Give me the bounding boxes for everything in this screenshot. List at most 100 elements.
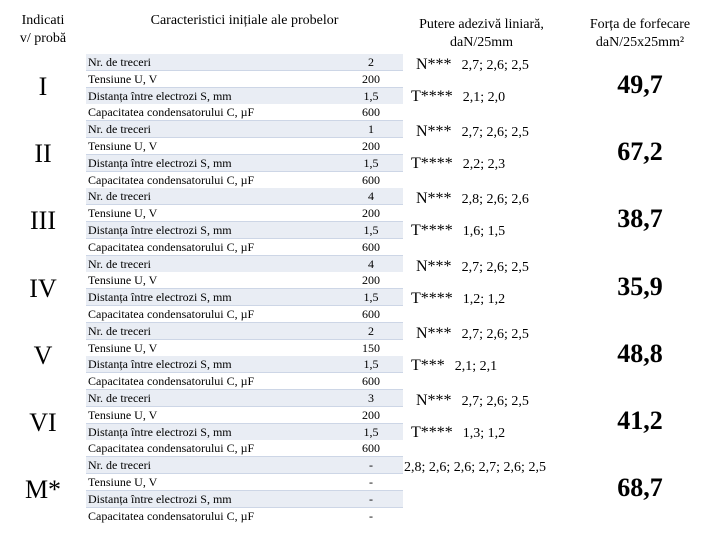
table-row: Distanța între electrozi S, mm - bbox=[86, 490, 403, 507]
parameter-label: Distanța între electrozi S, mm bbox=[88, 491, 232, 506]
parameter-value: 1,5 bbox=[363, 424, 379, 439]
sample-id: III bbox=[30, 206, 56, 236]
adhesive-values: 2,1; 2,1 bbox=[454, 358, 498, 374]
parameter-value: 200 bbox=[362, 206, 380, 221]
parameter-label: Distanța între electrozi S, mm bbox=[88, 155, 232, 170]
adhesive-values: 1,6; 1,5 bbox=[462, 224, 506, 240]
parameter-label: Capacitatea condensatorului C, µF bbox=[88, 374, 255, 389]
parameter-value: 1,5 bbox=[363, 88, 379, 103]
header-adhesive-line2: daN/25mm bbox=[450, 35, 513, 50]
table-row: Tensiune U, V 200 bbox=[86, 205, 403, 222]
parameter-label: Capacitatea condensatorului C, µF bbox=[88, 307, 255, 321]
parameter-label: Tensiune U, V bbox=[88, 475, 158, 489]
sample-id: IV bbox=[29, 273, 57, 303]
adhesive-result: T**** 1,6; 1,5 bbox=[411, 222, 505, 240]
parameter-label: Nr. de treceri bbox=[88, 55, 151, 69]
parameter-value: 600 bbox=[362, 441, 380, 456]
parameter-value: 150 bbox=[362, 340, 380, 355]
parameter-label: Tensiune U, V bbox=[88, 206, 158, 221]
table-row: Nr. de treceri 2 bbox=[86, 54, 403, 70]
adhesive-result: N*** 2,7; 2,6; 2,5 bbox=[416, 392, 529, 410]
parameter-label: Tensiune U, V bbox=[88, 407, 158, 422]
table-row: Nr. de treceri 4 bbox=[86, 255, 403, 272]
adhesive-result: T**** 1,3; 1,2 bbox=[411, 424, 505, 442]
adhesive-result: N*** 2,7; 2,6; 2,5 bbox=[416, 258, 529, 276]
table-row: Tensiune U, V 200 bbox=[86, 406, 403, 423]
shear-force-value: 41,2 bbox=[617, 406, 663, 435]
parameter-label: Distanța între electrozi S, mm bbox=[88, 88, 232, 103]
parameter-label: Distanța între electrozi S, mm bbox=[88, 357, 232, 372]
test-type: T*** bbox=[411, 356, 445, 374]
parameter-value: 2 bbox=[368, 323, 374, 338]
table-row: Nr. de treceri 1 bbox=[86, 121, 403, 138]
adhesive-values: 1,3; 1,2 bbox=[462, 426, 506, 441]
table-row: Capacitatea condensatorului C, µF - bbox=[86, 507, 403, 524]
sample-id: VI bbox=[29, 408, 57, 437]
parameter-value: 1,5 bbox=[363, 357, 379, 372]
parameter-label: Nr. de treceri bbox=[88, 256, 151, 271]
header-indicativ-line2: v/ probă bbox=[19, 31, 67, 46]
test-type: N*** bbox=[416, 190, 452, 208]
adhesive-values: 2,7; 2,6; 2,5 bbox=[461, 326, 529, 342]
parameter-label: Capacitatea condensatorului C, µF bbox=[88, 172, 255, 187]
sample-id: I bbox=[38, 72, 48, 101]
parameter-value: 600 bbox=[362, 172, 380, 187]
parameter-label: Distanța între electrozi S, mm bbox=[88, 223, 232, 237]
header-characteristics: Caracteristici inițiale ale probelor bbox=[150, 13, 339, 28]
parameter-value: 600 bbox=[362, 239, 380, 254]
header-indicativ-line1: Indicati bbox=[21, 13, 65, 28]
parameter-value: 1,5 bbox=[363, 155, 379, 170]
adhesive-result: T**** 2,2; 2,3 bbox=[411, 155, 505, 173]
sample-id: M* bbox=[24, 475, 62, 505]
parameter-value: - bbox=[369, 458, 373, 473]
table-row: Tensiune U, V 200 bbox=[86, 272, 403, 289]
parameter-value: 4 bbox=[368, 256, 374, 271]
parameter-value: 600 bbox=[362, 374, 380, 389]
adhesive-result: T**** 1,2; 1,2 bbox=[411, 290, 505, 308]
shear-force-value: 38,7 bbox=[617, 204, 663, 234]
adhesive-values: 2,7; 2,6; 2,5 bbox=[461, 394, 529, 409]
header-indicativ: Indicati v/ probă bbox=[0, 12, 86, 48]
parameter-label: Nr. de treceri bbox=[88, 189, 151, 204]
table-row: Capacitatea condensatorului C, µF 600 bbox=[86, 440, 403, 457]
header-shear-line1: Forța de forfecare bbox=[589, 17, 691, 32]
parameter-label: Capacitatea condensatorului C, µF bbox=[88, 441, 255, 456]
parameter-value: 200 bbox=[362, 139, 380, 153]
parameter-value: 200 bbox=[362, 407, 380, 422]
table-row: Distanța între electrozi S, mm 1,5 bbox=[86, 87, 403, 104]
test-type: T**** bbox=[411, 222, 453, 240]
table-row: Tensiune U, V 200 bbox=[86, 70, 403, 87]
test-type: T**** bbox=[411, 289, 453, 307]
parameter-value: - bbox=[369, 475, 373, 489]
adhesive-values: 2,8; 2,6; 2,6 bbox=[461, 192, 529, 208]
table-row: Distanța între electrozi S, mm 1,5 bbox=[86, 154, 403, 171]
table-row: Distanța între electrozi S, mm 1,5 bbox=[86, 423, 403, 440]
table-row: Capacitatea condensatorului C, µF 600 bbox=[86, 373, 403, 390]
header-adhesive-line1: Putere adezivă liniară, bbox=[419, 17, 544, 32]
table-row: Nr. de treceri 3 bbox=[86, 390, 403, 406]
parameter-label: Nr. de treceri bbox=[88, 122, 151, 137]
adhesive-values: 2,7; 2,6; 2,5 bbox=[461, 125, 529, 141]
test-type: N*** bbox=[416, 324, 452, 342]
table-row: Capacitatea condensatorului C, µF 600 bbox=[86, 104, 403, 121]
parameter-value: 1,5 bbox=[363, 223, 379, 237]
test-type: N*** bbox=[416, 56, 452, 73]
test-type: N*** bbox=[416, 392, 452, 409]
characteristics-grid: Nr. de treceri 2 Tensiune U, V 200 Distanța … bbox=[86, 54, 403, 524]
parameter-value: 600 bbox=[362, 105, 380, 120]
adhesive-values: 2,7; 2,6; 2,5 bbox=[461, 58, 529, 73]
table-row: Distanța între electrozi S, mm 1,5 bbox=[86, 222, 403, 238]
parameter-value: 1 bbox=[368, 122, 374, 137]
parameter-value: 200 bbox=[362, 273, 380, 288]
adhesive-result: N*** 2,7; 2,6; 2,5 bbox=[416, 123, 529, 141]
parameter-value: 3 bbox=[368, 391, 374, 405]
table-row: Nr. de treceri - bbox=[86, 457, 403, 474]
parameter-label: Nr. de treceri bbox=[88, 391, 151, 405]
table-row: Tensiune U, V 150 bbox=[86, 339, 403, 356]
parameter-value: 600 bbox=[362, 307, 380, 321]
sample-id: V bbox=[33, 340, 53, 370]
adhesive-result: N*** 2,7; 2,6; 2,5 bbox=[416, 325, 529, 343]
parameter-label: Tensiune U, V bbox=[88, 340, 158, 355]
table-row: Capacitatea condensatorului C, µF 600 bbox=[86, 238, 403, 255]
